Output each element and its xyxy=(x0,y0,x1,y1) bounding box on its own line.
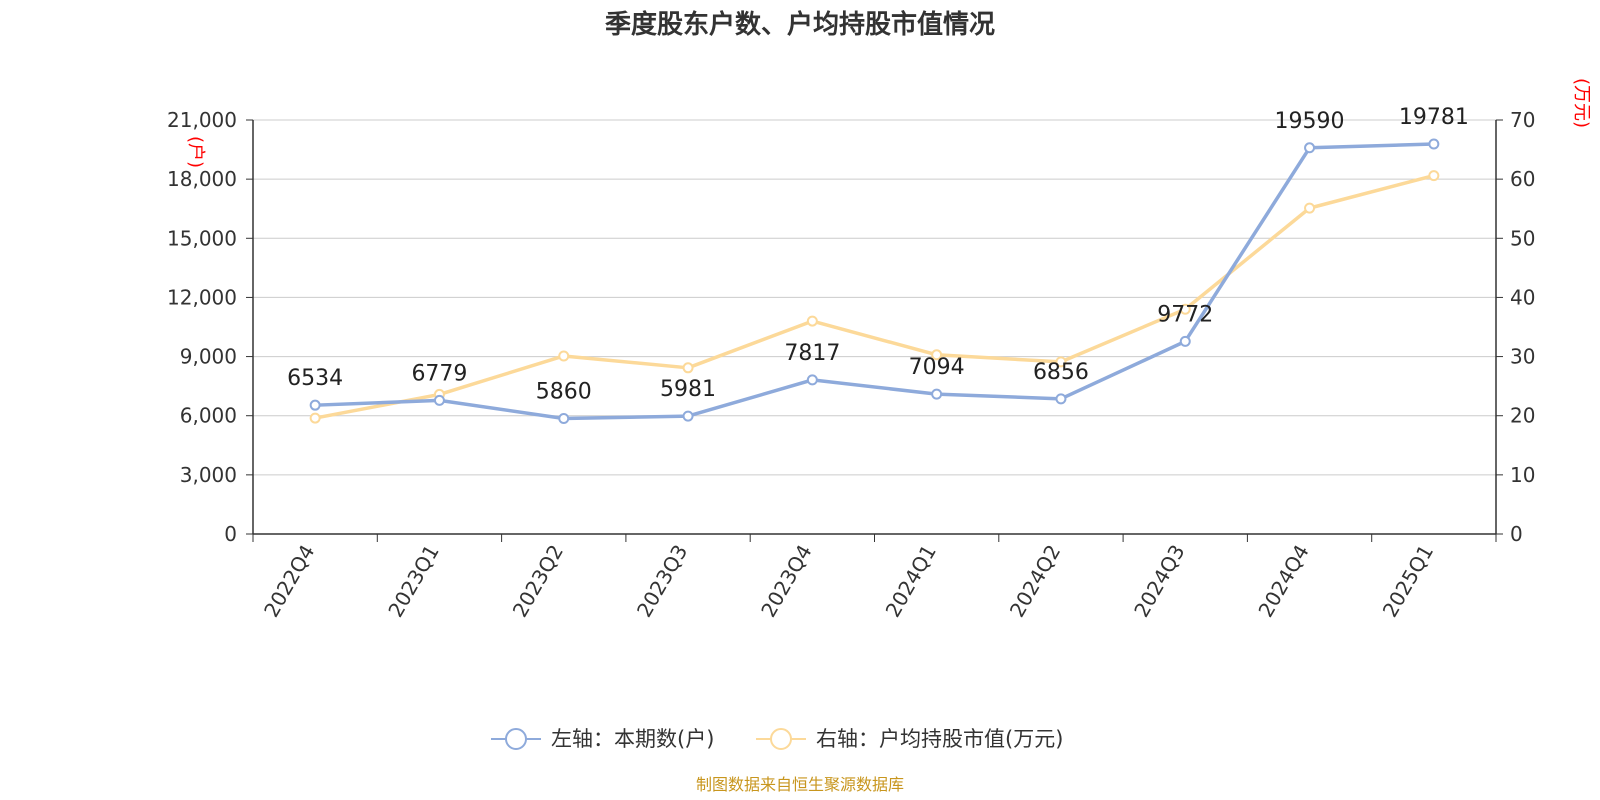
left-tick-label: 0 xyxy=(224,522,237,546)
x-axis-ticks: 2022Q4 2023Q1 2023Q2 2023Q3 2023Q4 2024Q1 2024… xyxy=(259,541,1438,622)
chart-title: 季度股东户数、户均持股市值情况 xyxy=(605,9,995,40)
data-point-left xyxy=(1304,142,1316,154)
left-tick-label: 12,000 xyxy=(167,285,237,309)
legend-item-right-series[interactable]: 右轴：户均持股市值(万元) xyxy=(756,727,1063,751)
series-line-right xyxy=(314,173,1435,420)
data-point-left xyxy=(682,410,694,422)
data-label: 5860 xyxy=(536,379,592,404)
data-point-left xyxy=(558,412,570,424)
right-tick-label: 40 xyxy=(1510,285,1535,309)
legend-label-right: 右轴：户均持股市值(万元) xyxy=(816,727,1063,751)
left-tick-label: 6,000 xyxy=(180,404,237,428)
data-point-right xyxy=(1055,356,1067,368)
legend[interactable]: 左轴：本期数(户) 右轴：户均持股市值(万元) xyxy=(491,727,1063,751)
right-axis-unit: (万元) xyxy=(1571,78,1592,128)
data-point-right xyxy=(309,412,321,424)
x-tick-label: 2024Q1 xyxy=(881,541,941,622)
data-label: 6534 xyxy=(287,366,343,391)
right-tick-label: 10 xyxy=(1510,463,1535,487)
legend-marker-left xyxy=(505,728,527,750)
left-tick-label: 9,000 xyxy=(180,345,237,369)
gridlines xyxy=(253,119,1496,476)
data-point-right xyxy=(931,349,943,361)
right-tick-label: 30 xyxy=(1510,345,1535,369)
left-tick-label: 15,000 xyxy=(167,226,237,250)
data-label: 19781 xyxy=(1399,105,1469,130)
data-point-left xyxy=(1428,138,1440,150)
data-label: 6856 xyxy=(1033,360,1089,385)
data-point-left xyxy=(309,399,321,411)
series-group xyxy=(309,138,1440,424)
left-tick-label: 18,000 xyxy=(167,167,237,191)
source-note: 制图数据来自恒生聚源数据库 xyxy=(696,775,904,794)
x-tick-label: 2023Q1 xyxy=(383,541,443,622)
legend-item-left-series[interactable]: 左轴：本期数(户) xyxy=(491,727,714,751)
data-point-left xyxy=(931,388,943,400)
left-tick-label: 3,000 xyxy=(180,463,237,487)
right-tick-label: 0 xyxy=(1510,522,1523,546)
legend-label-left: 左轴：本期数(户) xyxy=(551,727,714,751)
x-tick-label: 2024Q2 xyxy=(1005,541,1065,622)
data-label: 7094 xyxy=(909,355,965,380)
data-point-right xyxy=(1179,303,1191,315)
x-tick-label: 2024Q3 xyxy=(1129,541,1189,622)
right-tick-label: 60 xyxy=(1510,167,1535,191)
x-tick-label: 2023Q4 xyxy=(756,541,816,622)
data-point-left xyxy=(1055,393,1067,405)
series-line-left xyxy=(315,142,1434,421)
x-tick-label: 2023Q3 xyxy=(632,541,692,622)
axes xyxy=(246,119,1503,542)
x-tick-label: 2025Q1 xyxy=(1378,541,1438,622)
left-axis-unit: (户) xyxy=(185,136,206,168)
right-axis-ticks: 0 10 20 30 40 50 60 70 xyxy=(1510,108,1535,546)
data-point-right xyxy=(682,362,694,374)
right-tick-label: 50 xyxy=(1510,226,1535,250)
x-tick-label: 2024Q4 xyxy=(1253,541,1313,622)
data-label: 19590 xyxy=(1275,109,1345,134)
left-tick-label: 21,000 xyxy=(167,108,237,132)
data-label: 9772 xyxy=(1157,302,1213,327)
data-point-right xyxy=(558,350,570,362)
data-label: 5981 xyxy=(660,377,716,402)
data-point-right xyxy=(1428,170,1440,182)
data-point-right xyxy=(1304,202,1316,214)
data-point-right xyxy=(806,315,818,327)
data-point-left xyxy=(1179,335,1191,347)
data-label: 6779 xyxy=(411,361,467,386)
x-tick-label: 2023Q2 xyxy=(508,541,568,622)
legend-marker-right xyxy=(770,728,792,750)
data-labels: 6534 6779 5860 5981 7817 7094 6856 9772 19590 197… xyxy=(287,105,1469,404)
left-axis-ticks: 0 3,000 6,000 9,000 12,000 15,000 18,000 21,000 xyxy=(167,108,237,546)
right-tick-label: 20 xyxy=(1510,404,1535,428)
data-label: 7817 xyxy=(784,341,840,366)
x-tick-label: 2022Q4 xyxy=(259,541,319,622)
data-point-left xyxy=(433,394,445,406)
data-point-left xyxy=(806,374,818,386)
right-tick-label: 70 xyxy=(1510,108,1535,132)
